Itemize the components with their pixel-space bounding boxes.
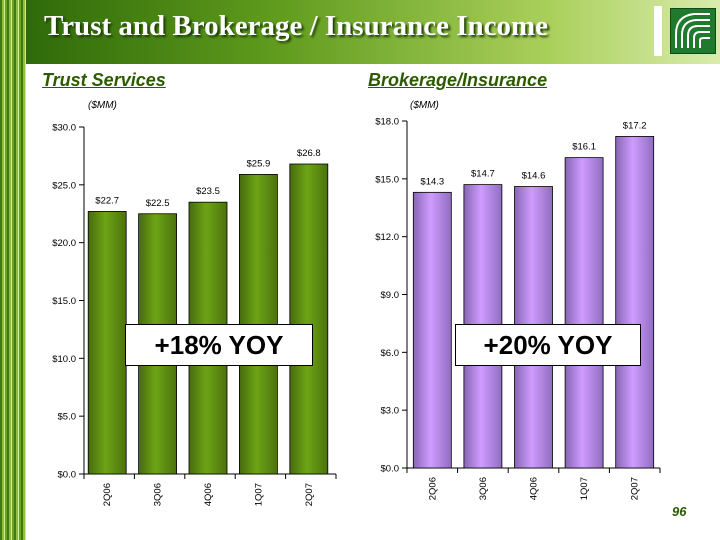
- brokerage-bar-1Q07: [564, 157, 604, 469]
- trust-value-label: $26.8: [297, 148, 321, 159]
- brokerage-value-label: $16.1: [572, 142, 596, 153]
- brokerage-category-label: 4Q06: [529, 477, 540, 500]
- brokerage-value-label: $14.3: [420, 176, 444, 187]
- brokerage-value-label: $14.6: [522, 171, 546, 182]
- brokerage-value-label: $14.7: [471, 169, 495, 180]
- trust-y-tick-label: $25.0: [52, 180, 76, 191]
- trust-unit-label: ($MM): [88, 100, 117, 111]
- page-number: 96: [672, 504, 687, 519]
- trust-y-tick-label: $5.0: [58, 412, 77, 423]
- brokerage-bar-2Q06: [412, 191, 452, 469]
- header-band: [26, 0, 720, 64]
- trust-y-tick-label: $30.0: [52, 123, 76, 134]
- trust-value-label: $25.9: [247, 158, 271, 169]
- trust-category-label: 2Q07: [304, 483, 315, 506]
- brokerage-category-label: 2Q06: [427, 477, 438, 500]
- trust-y-tick-label: $15.0: [52, 296, 76, 307]
- brokerage-y-tick-label: $12.0: [375, 232, 399, 243]
- trust-services-title: Trust Services: [42, 70, 166, 90]
- trust-category-label: 2Q06: [102, 483, 113, 506]
- brokerage-yoy-callout: +20% YOY: [455, 324, 641, 366]
- brokerage-category-label: 1Q07: [579, 477, 590, 500]
- brokerage-y-tick-label: $6.0: [381, 348, 400, 359]
- trust-y-tick-label: $20.0: [52, 238, 76, 249]
- brokerage-y-tick-label: $15.0: [375, 174, 399, 185]
- brokerage-unit-label: ($MM): [410, 100, 439, 111]
- brokerage-y-tick-label: $9.0: [381, 290, 400, 301]
- trust-value-label: $22.5: [146, 198, 170, 209]
- trust-value-label: $22.7: [95, 195, 119, 206]
- slide-title: Trust and Brokerage / Insurance Income: [44, 10, 549, 42]
- brokerage-category-label: 3Q06: [478, 477, 489, 500]
- trust-value-label: $23.5: [196, 186, 220, 197]
- trust-yoy-callout: +18% YOY: [125, 324, 313, 366]
- trust-category-label: 3Q06: [153, 483, 164, 506]
- brokerage-insurance-title: Brokerage/Insurance: [368, 70, 548, 90]
- header-divider-bar: [654, 6, 662, 56]
- brokerage-y-tick-label: $3.0: [381, 406, 400, 417]
- trust-bar-2Q06: [87, 211, 127, 475]
- brokerage-y-tick-label: $0.0: [381, 464, 400, 475]
- left-decorative-stripes: [0, 0, 26, 540]
- trust-category-label: 4Q06: [203, 483, 214, 506]
- brokerage-bar-2Q07: [615, 136, 655, 469]
- trust-y-tick-label: $10.0: [52, 354, 76, 365]
- trust-y-tick-label: $0.0: [58, 470, 77, 481]
- brokerage-value-label: $17.2: [623, 120, 647, 131]
- brokerage-category-label: 2Q07: [630, 477, 641, 500]
- brokerage-y-tick-label: $18.0: [375, 117, 399, 128]
- trust-category-label: 1Q07: [253, 483, 264, 506]
- bank-logo-icon: [670, 8, 716, 54]
- trust-bar-2Q07: [289, 163, 329, 475]
